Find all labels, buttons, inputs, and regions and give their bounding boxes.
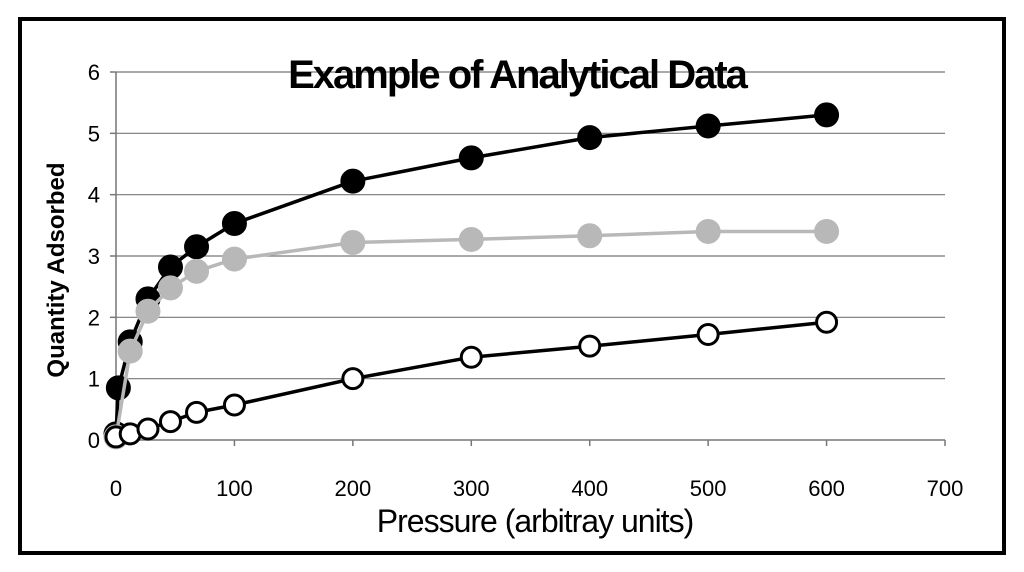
series-1-point-5 (184, 234, 210, 260)
series-3-point-6 (341, 367, 365, 391)
series-2 (103, 218, 840, 450)
series-2-point-1 (117, 338, 143, 364)
series-1-point-7 (340, 168, 366, 194)
series-3-point-7 (459, 345, 483, 369)
y-tick-label-0: 0 (88, 428, 100, 453)
chart-title: Example of Analytical Data (288, 53, 749, 97)
series-2-point-5 (221, 246, 247, 272)
series-3-line (115, 320, 827, 439)
series-1 (103, 102, 840, 447)
y-tick-label-5: 5 (88, 121, 100, 146)
series-3 (104, 310, 839, 449)
series-1-point-9 (577, 125, 603, 151)
x-tick-labels: 0 100 200 300 400 500 600 700 (110, 476, 963, 501)
series-1-point-8 (458, 145, 484, 171)
x-tick-label-100: 100 (216, 476, 253, 501)
y-tick-label-4: 4 (88, 183, 100, 208)
series-3-point-8 (578, 334, 602, 358)
series-1-point-10 (695, 113, 721, 139)
y-tick-label-2: 2 (88, 305, 100, 330)
series-2-point-10 (814, 218, 840, 244)
y-tick-label-3: 3 (88, 244, 100, 269)
x-tick-label-500: 500 (690, 476, 727, 501)
series-2-point-8 (577, 223, 603, 249)
series-3-point-5 (222, 393, 246, 417)
series-3-point-3 (158, 410, 182, 434)
x-tick-label-300: 300 (453, 476, 490, 501)
x-tick-label-200: 200 (334, 476, 371, 501)
data-series (103, 102, 840, 450)
x-tick-label-400: 400 (571, 476, 608, 501)
x-tick-label-600: 600 (808, 476, 845, 501)
series-3-point-10 (815, 310, 839, 334)
series-3-point-9 (696, 323, 720, 347)
series-2-point-9 (695, 218, 721, 244)
series-3-point-2 (136, 417, 160, 441)
x-tick-label-0: 0 (110, 476, 122, 501)
series-2-point-3 (157, 275, 183, 301)
series-2-point-7 (458, 226, 484, 252)
series-1-point-11 (814, 102, 840, 128)
series-2-point-6 (340, 230, 366, 256)
y-tick-label-6: 6 (88, 60, 100, 85)
x-axis-label: Pressure (arbitray units) (377, 503, 693, 539)
series-3-point-4 (185, 400, 209, 424)
series-2-point-4 (184, 258, 210, 284)
x-tick-label-700: 700 (927, 476, 964, 501)
series-2-point-2 (135, 298, 161, 324)
y-tick-labels: 0 1 2 3 4 5 6 (88, 60, 100, 453)
y-axis-label: Quantity Adsorbed (43, 162, 70, 377)
y-tick-label-1: 1 (88, 367, 100, 392)
series-1-point-6 (221, 210, 247, 236)
